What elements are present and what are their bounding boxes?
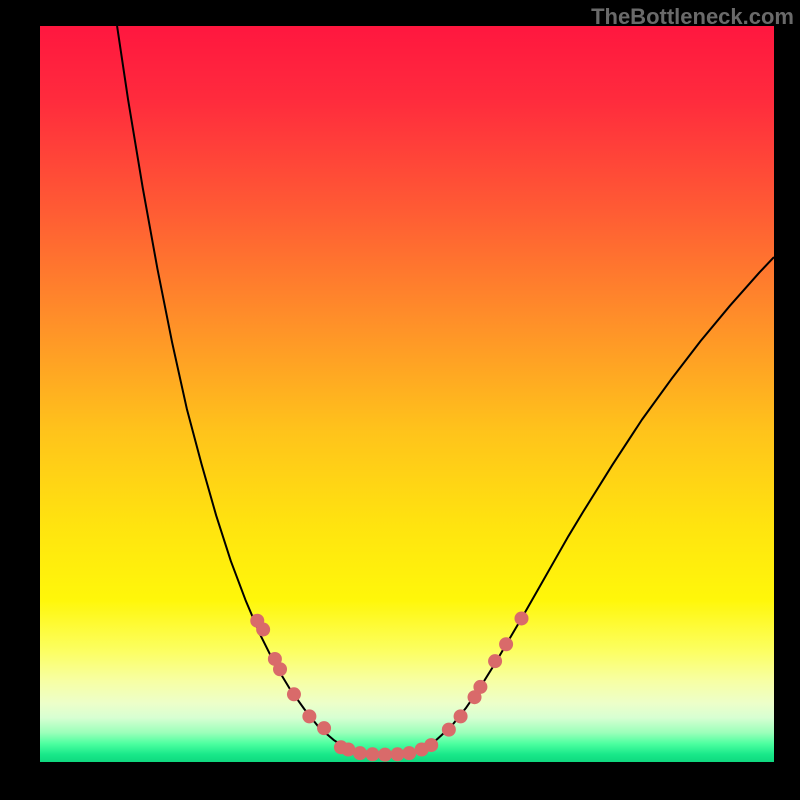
- curve-marker: [366, 747, 380, 761]
- curve-marker: [473, 680, 487, 694]
- curve-marker: [353, 746, 367, 760]
- curve-marker: [378, 748, 392, 762]
- curve-marker: [454, 709, 468, 723]
- curve-marker: [402, 746, 416, 760]
- curve-marker: [317, 721, 331, 735]
- curve-marker: [442, 723, 456, 737]
- curve-marker: [256, 623, 270, 637]
- plot-background: [40, 26, 774, 762]
- bottleneck-chart: [0, 0, 800, 800]
- curve-marker: [287, 687, 301, 701]
- watermark-text: TheBottleneck.com: [591, 4, 794, 30]
- curve-marker: [302, 709, 316, 723]
- curve-marker: [499, 637, 513, 651]
- curve-marker: [488, 654, 502, 668]
- curve-marker: [273, 662, 287, 676]
- curve-marker: [515, 611, 529, 625]
- curve-marker: [424, 738, 438, 752]
